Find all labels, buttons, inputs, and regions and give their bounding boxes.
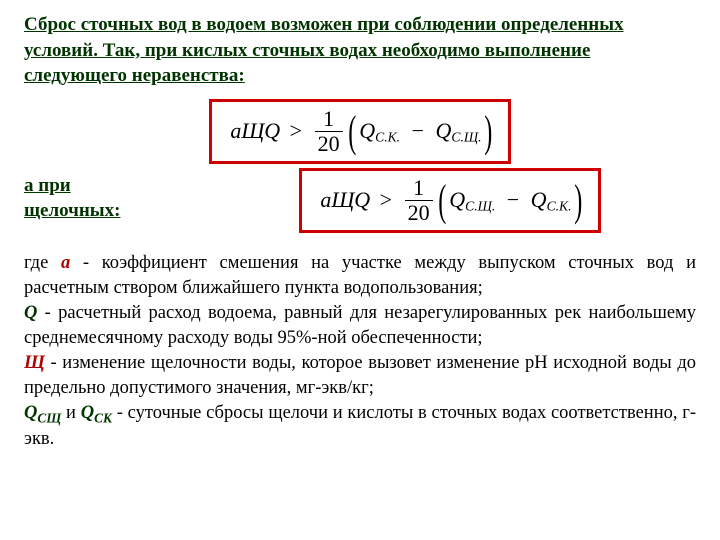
term1-Q: Q: [449, 187, 465, 212]
sym-shch: Щ: [331, 187, 354, 212]
fraction: 1 20: [315, 108, 343, 155]
formula-box-1: аЩQ > 1 20 ( QС.К. − QС.Щ. ): [209, 99, 510, 164]
frac-den: 20: [315, 131, 343, 155]
sym-Qsub2: QСК: [81, 403, 112, 423]
formula-box-2: аЩQ > 1 20 ( QС.Щ. − QС.К. ): [299, 168, 600, 233]
text: где: [24, 253, 61, 273]
fraction: 1 20: [405, 177, 433, 224]
gt-sign: >: [286, 118, 306, 144]
minus-sign: −: [501, 187, 525, 212]
formula-row-2: аЩQ > 1 20 ( QС.Щ. − QС.К. ): [204, 168, 696, 233]
sub-heading: а при щелочных:: [24, 174, 164, 223]
term2-Q: Q: [436, 118, 452, 143]
gt-sign: >: [376, 187, 396, 213]
text: - изменение щелочности воды, которое выз…: [24, 353, 696, 398]
main-heading: Сброс сточных вод в водоем возможен при …: [24, 12, 696, 89]
explanation: где а - коэффициент смешения на участке …: [24, 251, 696, 452]
formula-row-1: аЩQ > 1 20 ( QС.К. − QС.Щ. ): [24, 99, 696, 164]
term1-Q: Q: [359, 118, 375, 143]
sym-Shch: Щ: [24, 353, 45, 373]
text: - суточные сбросы щелочи и кислоты в сто…: [24, 403, 696, 450]
sym-a: а: [61, 253, 70, 273]
sym-shch: Щ: [241, 118, 264, 143]
text: - расчетный расход водоема, равный для н…: [24, 303, 696, 348]
term2-sub: С.К.: [547, 198, 572, 213]
frac-num: 1: [315, 108, 343, 131]
paren-open: (: [348, 112, 356, 152]
frac-num: 1: [405, 177, 433, 200]
term2-sub: С.Щ.: [451, 129, 481, 144]
term1-sub: С.Щ.: [465, 198, 495, 213]
formula-1: аЩQ > 1 20 ( QС.К. − QС.Щ. ): [230, 116, 489, 141]
sym-Qsub1: QСЩ: [24, 403, 61, 423]
sym-Q: Q: [354, 187, 370, 212]
term2-Q: Q: [531, 187, 547, 212]
page-root: Сброс сточных вод в водоем возможен при …: [0, 0, 720, 468]
term1-sub: С.К.: [375, 129, 400, 144]
sym-Q: Q: [264, 118, 280, 143]
paren-close: ): [484, 112, 492, 152]
paren-close: ): [574, 181, 582, 221]
minus-sign: −: [406, 118, 430, 143]
text: - коэффициент смешения на участке между …: [24, 253, 696, 298]
frac-den: 20: [405, 200, 433, 224]
sym-a: а: [320, 187, 331, 212]
row-2: а при щелочных: аЩQ > 1 20 ( QС.Щ. −: [24, 164, 696, 233]
paren-open: (: [438, 181, 446, 221]
formula-2: аЩQ > 1 20 ( QС.Щ. − QС.К. ): [320, 185, 579, 210]
sym-Q: Q: [24, 303, 37, 323]
sym-a: а: [230, 118, 241, 143]
text: и: [61, 403, 80, 423]
